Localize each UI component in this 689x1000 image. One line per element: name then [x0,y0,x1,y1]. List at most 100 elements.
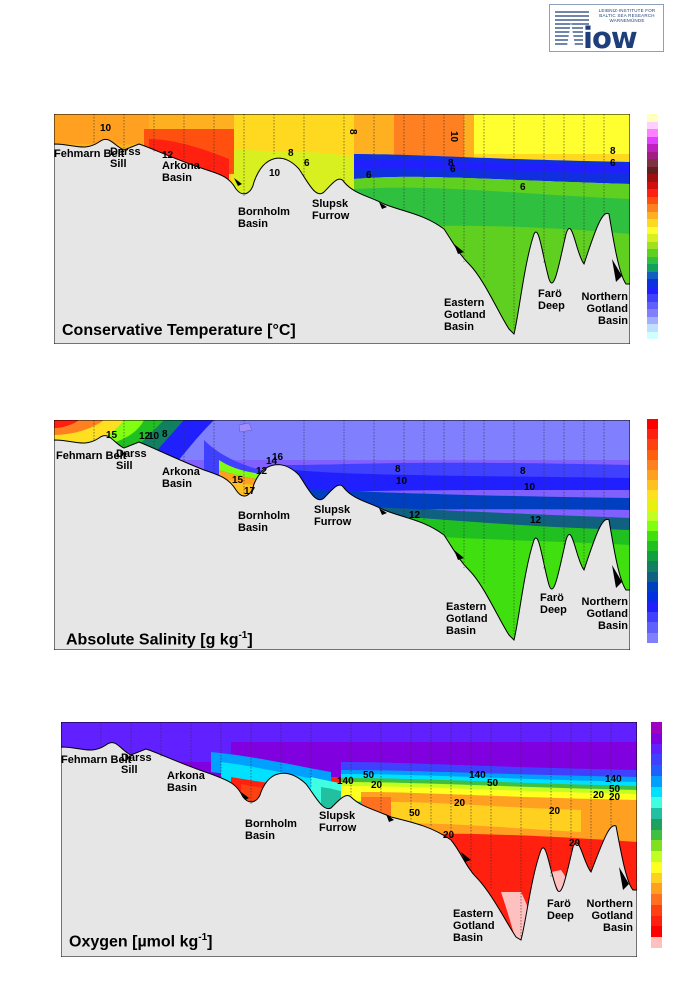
colorbar-swatch [647,196,658,204]
colorbar-swatch [647,204,658,212]
colorbar-swatch [651,743,662,755]
contour-label: 140 [337,776,354,787]
salinity-panel: 15 12 10 8 12 14 16 15 17 8 10 12 8 10 1… [54,420,630,650]
colorbar-swatch [651,722,662,733]
contour-label: 20 [549,806,561,817]
label-northern: Northern Gotland Basin [581,596,628,632]
contour-label: 8 [347,129,358,135]
contour-label: 50 [609,784,621,795]
contour-label: 50 [409,808,421,819]
colorbar-swatch [651,840,662,851]
colorbar-swatch [651,926,662,937]
colorbar-swatch [647,159,658,167]
contour-label: 10 [148,431,160,442]
label-faro: Farö Deep [540,592,567,616]
colorbar-swatch [647,612,658,623]
colorbar-swatch [647,129,658,137]
colorbar-swatch [651,904,662,916]
colorbar-swatch [651,754,662,765]
logo-graphic-icon [555,11,589,46]
label-darss: Darss Sill [121,752,152,776]
colorbar-swatch [647,256,658,264]
label-bornholm: Bornholm Basin [238,510,290,534]
colorbar-swatch [651,786,662,798]
colorbar-swatch [651,818,662,830]
contour-label: 20 [443,830,455,841]
colorbar-swatch [647,449,658,460]
colorbar-swatch [647,181,658,189]
contour-label: 10 [396,476,408,487]
label-fehmarn: Fehmarn Belt [54,148,125,160]
colorbar-swatch [647,429,658,440]
colorbar-swatch [651,883,662,894]
colorbar-swatch [647,174,658,182]
colorbar-swatch [647,151,658,159]
label-darss: Darss Sill [110,146,141,170]
colorbar-swatch [647,219,658,227]
colorbar-swatch [647,309,658,317]
colorbar-swatch [647,316,658,324]
temperature-colorbar [647,114,658,339]
contour-label: 12 [409,510,421,521]
colorbar-swatch [647,480,658,491]
contour-label: 10 [100,123,112,134]
contour-label: 6 [450,164,456,175]
colorbar-swatch [647,469,658,481]
contour-label: 6 [520,182,526,193]
label-arkona: Arkona Basin [162,160,200,184]
colorbar-swatch [647,324,658,332]
oxygen-title: Oxygen [µmol kg-1] [69,932,213,951]
contour-label: 50 [363,770,375,781]
colorbar-swatch [651,797,662,808]
label-northern: Northern Gotland Basin [586,898,633,934]
label-faro: Farö Deep [547,898,574,922]
colorbar-swatch [647,331,658,339]
label-slupsk: Slupsk Furrow [319,810,357,834]
colorbar-swatch [647,144,658,152]
contour-label: 140 [469,770,486,781]
colorbar-swatch [651,829,662,841]
colorbar-swatch [647,166,658,174]
colorbar-swatch [647,234,658,242]
colorbar-swatch [647,459,658,470]
label-northern: Northern Gotland Basin [581,291,628,327]
colorbar-swatch [647,226,658,234]
colorbar-swatch [647,500,658,511]
colorbar-swatch [651,765,662,776]
label-slupsk: Slupsk Furrow [314,504,352,528]
label-eastern: Eastern Gotland Basin [444,297,486,333]
contour-label: 8 [395,464,401,475]
colorbar-swatch [647,279,658,287]
colorbar-swatch [651,937,662,948]
colorbar-swatch [647,520,658,531]
colorbar-swatch [647,551,658,562]
label-arkona: Arkona Basin [167,770,205,794]
contour-label: 8 [448,158,454,169]
contour-label: 8 [610,146,616,157]
contour-label: 6 [610,158,616,169]
colorbar-swatch [651,775,662,787]
iow-logo: LEIBNIZ-INSTITUTE FOR BALTIC SEA RESEARC… [549,4,664,55]
contour-label: 20 [454,798,466,809]
colorbar-swatch [651,894,662,905]
label-darss: Darss Sill [116,448,147,472]
colorbar-swatch [647,541,658,552]
colorbar-swatch [651,808,662,819]
colorbar-swatch [647,632,658,643]
contour-label: 50 [487,778,499,789]
contour-label: 20 [593,790,605,801]
contour-label: 20 [609,792,621,803]
contour-label: 140 [605,774,622,785]
colorbar-swatch [647,121,658,129]
contour-label: 15 [232,475,244,486]
contour-label: 12 [256,466,268,477]
label-eastern: Eastern Gotland Basin [446,601,488,637]
colorbar-swatch [647,591,658,603]
colorbar-swatch [647,189,658,197]
label-slupsk: Slupsk Furrow [312,198,350,222]
colorbar-swatch [647,571,658,582]
temperature-title: Conservative Temperature [°C] [62,322,296,339]
temperature-panel: 10 12 8 10 8 6 10 6 6 8 6 8 6 Conservati… [54,114,630,344]
contour-label: 14 [266,456,278,467]
contour-label: 20 [371,780,383,791]
